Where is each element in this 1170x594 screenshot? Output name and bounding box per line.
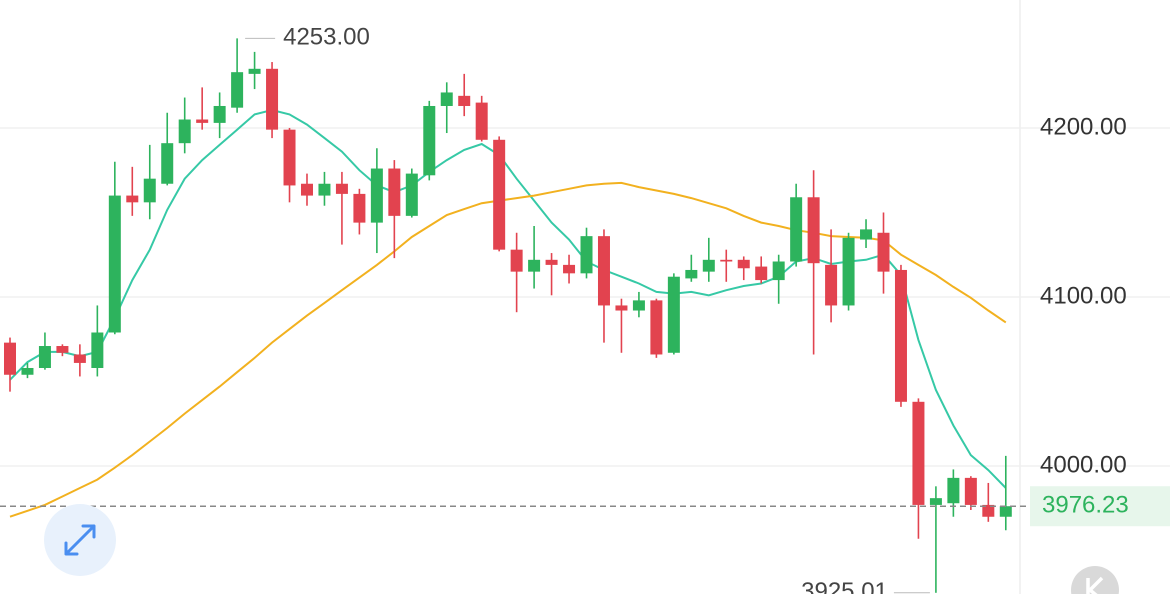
candle-body xyxy=(842,237,855,306)
k-button[interactable] xyxy=(1071,566,1119,594)
candle-body xyxy=(685,269,698,279)
expand-icon xyxy=(64,524,96,556)
candle-body xyxy=(720,259,733,262)
candle-body xyxy=(545,259,558,265)
candle-body xyxy=(405,173,418,216)
candle-body xyxy=(475,102,488,140)
candle-body xyxy=(353,193,366,223)
candle-body xyxy=(894,269,907,402)
candle-body xyxy=(580,236,593,274)
plot-area: 4200.00 4100.00 4000.00 4253.00 3925.01 3976.… xyxy=(0,24,1170,594)
candle-body xyxy=(423,105,436,176)
candle-body xyxy=(702,259,715,272)
last-price-label: 3976.23 xyxy=(1042,492,1129,519)
y-tick-label: 4000.00 xyxy=(1040,451,1127,478)
candle-body xyxy=(912,401,925,505)
y-tick-label: 4100.00 xyxy=(1040,282,1127,309)
candle-body xyxy=(440,92,453,106)
candle-body xyxy=(650,300,663,355)
candle-body xyxy=(755,266,768,281)
candle-body xyxy=(248,68,261,74)
candle-body xyxy=(143,178,156,203)
candle-body xyxy=(91,332,104,368)
candle-body xyxy=(999,506,1012,517)
candle-body xyxy=(615,305,628,311)
candle-body xyxy=(929,498,942,505)
candle-body xyxy=(964,477,977,505)
candle-body xyxy=(266,68,279,130)
moving-average-line xyxy=(9,181,1007,518)
candle-body xyxy=(528,259,541,272)
candle-body xyxy=(807,197,820,264)
candle-body xyxy=(947,477,960,504)
moving-average-line xyxy=(9,108,1007,489)
candle-body xyxy=(126,195,139,203)
candle-body xyxy=(493,139,506,250)
candle-body xyxy=(597,236,610,306)
candle-body xyxy=(825,264,838,306)
candle-body xyxy=(161,143,174,184)
candle-body xyxy=(790,197,803,262)
candle-body xyxy=(231,72,244,108)
candle-body xyxy=(982,504,995,517)
candle-body xyxy=(737,259,750,269)
candle-body xyxy=(21,367,34,375)
candle-body xyxy=(370,168,383,223)
candle-body xyxy=(458,95,471,106)
last-price-box xyxy=(1030,486,1170,527)
candle-body xyxy=(318,183,331,196)
candle-body xyxy=(38,346,51,368)
candle-body xyxy=(213,105,226,123)
candle-body xyxy=(178,119,191,144)
y-tick-label: 4200.00 xyxy=(1040,113,1127,140)
candle-body xyxy=(510,249,523,272)
candle-body xyxy=(563,264,576,274)
k-icon xyxy=(1086,576,1104,594)
candle-body xyxy=(196,119,209,123)
candle-body xyxy=(4,342,16,375)
candle-body xyxy=(300,183,313,196)
candle-body xyxy=(877,232,890,272)
candle-body xyxy=(772,261,785,281)
max-marker-label: 4253.00 xyxy=(283,24,370,51)
candle-body xyxy=(632,300,645,311)
candle-body xyxy=(388,168,401,216)
candle-body xyxy=(860,229,873,240)
candle-body xyxy=(335,183,348,194)
candle-body xyxy=(667,276,680,353)
min-marker-label: 3925.01 xyxy=(801,578,888,594)
candle-body xyxy=(56,346,69,353)
candle-body xyxy=(73,354,86,363)
candle-body xyxy=(283,129,296,186)
candle-body xyxy=(108,195,121,333)
